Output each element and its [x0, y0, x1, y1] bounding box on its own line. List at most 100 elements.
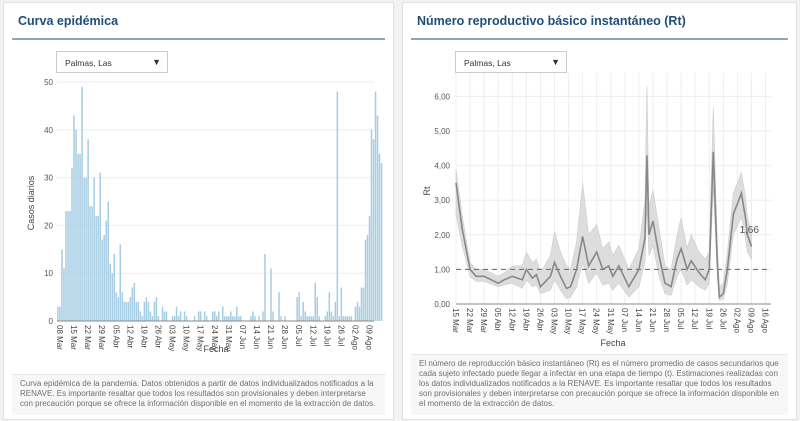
- bar: [250, 316, 252, 321]
- bar: [213, 311, 216, 321]
- bar: [318, 316, 321, 321]
- bar: [69, 211, 71, 321]
- x-tick-label: 05 Jul: [676, 308, 685, 330]
- bar: [99, 172, 101, 321]
- x-tick-label: 26 Jul: [336, 325, 345, 347]
- bar: [360, 287, 363, 321]
- bar: [300, 316, 302, 321]
- x-tick-label: 24 May: [592, 308, 601, 334]
- bar: [336, 91, 339, 321]
- bar: [121, 292, 124, 321]
- y-tick-label: 10: [44, 269, 53, 278]
- bar: [238, 316, 240, 321]
- rt-panel: Número reproductivo básico instantáneo (…: [402, 2, 797, 420]
- bar: [354, 306, 357, 321]
- bar: [230, 311, 232, 321]
- province-select[interactable]: Palmas, Las ▼: [56, 51, 168, 73]
- x-tick-label: 14 Jun: [252, 325, 261, 349]
- x-tick-label: 05 Jul: [294, 325, 303, 347]
- bar: [272, 311, 274, 321]
- x-tick-label: 29 Mar: [479, 308, 488, 333]
- bar: [89, 206, 91, 321]
- x-tick-label: 02 Ago: [350, 325, 359, 350]
- bar: [117, 297, 120, 321]
- bar: [77, 153, 79, 321]
- bar: [356, 301, 359, 321]
- x-tick-label: 17 May: [196, 325, 205, 351]
- bar: [298, 292, 300, 321]
- bar: [234, 316, 236, 321]
- bar: [370, 129, 373, 321]
- bar: [125, 301, 128, 321]
- x-tick-label: 19 Abr: [139, 325, 148, 348]
- epidemic-curve-chart: 0 10 20 30 40 50 08 Mar 15 Mar 22 Mar 29 Mar 05 Ab…: [26, 78, 383, 354]
- bar: [228, 316, 230, 321]
- bar: [151, 316, 154, 321]
- bar: [81, 86, 83, 321]
- bar: [280, 316, 282, 321]
- bar: [366, 234, 369, 321]
- bar: [93, 177, 95, 321]
- confidence-band: [455, 86, 752, 301]
- bar: [278, 292, 280, 321]
- bar: [193, 316, 196, 321]
- bar: [368, 215, 371, 321]
- bar: [153, 301, 156, 321]
- bar: [123, 301, 126, 321]
- x-tick-label: 31 May: [606, 308, 615, 334]
- x-tick-label: 10 May: [564, 308, 573, 334]
- y-tick-label: 20: [44, 221, 53, 230]
- bar: [264, 254, 266, 321]
- bar: [185, 316, 188, 321]
- bar: [183, 311, 186, 321]
- bar: [338, 316, 341, 321]
- bar: [175, 306, 178, 321]
- bar: [129, 297, 132, 321]
- y-tick-label: 5,00: [434, 127, 450, 136]
- bar: [65, 211, 67, 321]
- bar: [314, 282, 316, 321]
- bar: [226, 316, 228, 321]
- bar: [324, 316, 327, 321]
- x-tick-label: 05 Abr: [111, 325, 120, 348]
- bar: [57, 306, 59, 321]
- bar: [362, 287, 365, 321]
- panel-title: Curva epidémica: [18, 14, 119, 28]
- bar: [197, 311, 200, 321]
- y-tick-label: 50: [44, 78, 53, 87]
- x-tick-label: 31 May: [224, 325, 233, 351]
- x-tick-label: 12 Jul: [308, 325, 317, 347]
- y-tick-label: 4,00: [434, 162, 450, 171]
- bar: [342, 316, 345, 321]
- bar: [143, 301, 146, 321]
- bar: [179, 311, 182, 321]
- bar: [103, 234, 105, 321]
- y-tick-label: 30: [44, 174, 53, 183]
- bar: [63, 268, 65, 321]
- x-tick-label: 12 Abr: [507, 308, 516, 331]
- x-axis-title: Fecha: [203, 344, 228, 354]
- x-tick-label: 19 Jul: [704, 308, 713, 330]
- bar: [332, 316, 335, 321]
- x-tick-label: 22 Mar: [465, 308, 474, 333]
- bar: [131, 287, 134, 321]
- y-tick-label: 1,00: [434, 265, 450, 274]
- bar: [350, 316, 353, 321]
- rt-line: [455, 151, 753, 299]
- select-value: Palmas, Las: [65, 58, 112, 68]
- bar: [334, 301, 337, 321]
- bar: [83, 177, 85, 321]
- bar: [75, 129, 77, 321]
- bar: [135, 301, 138, 321]
- bar: [302, 301, 304, 321]
- bar: [119, 244, 122, 321]
- y-tick-label: 3,00: [434, 196, 450, 205]
- bar: [308, 316, 310, 321]
- x-tick-label: 29 Mar: [97, 325, 106, 350]
- bar: [258, 316, 260, 321]
- chart-footnote: El número de reproducción básico instant…: [411, 354, 788, 415]
- bar: [374, 91, 377, 321]
- chart-footnote: Curva epidémica de la pandemia. Datos ob…: [12, 374, 385, 415]
- province-select[interactable]: Palmas, Las ▼: [455, 51, 567, 73]
- bar: [105, 220, 107, 321]
